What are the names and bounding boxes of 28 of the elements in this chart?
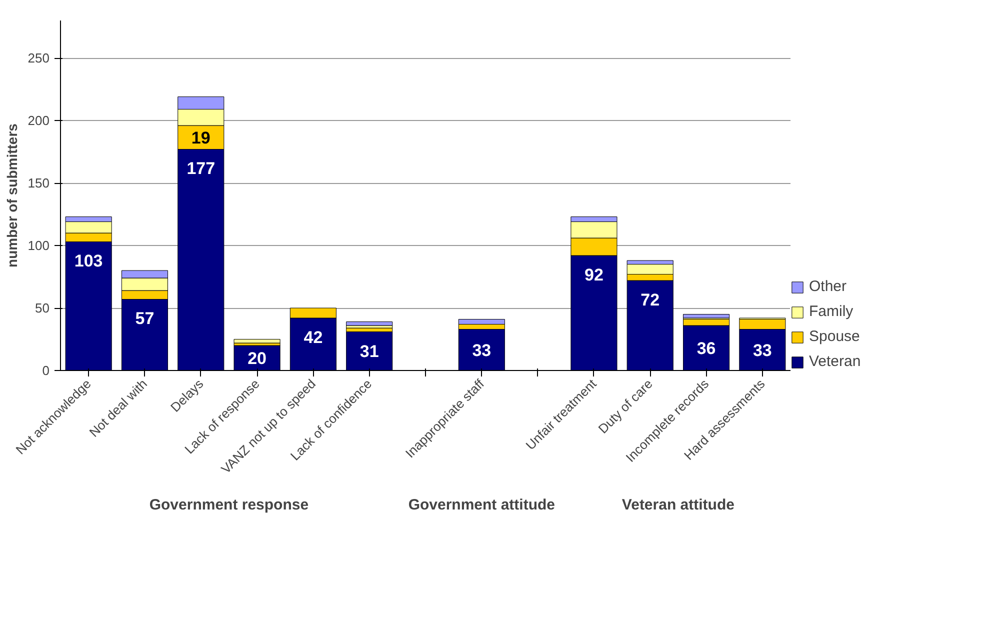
text: Veteran attitude <box>622 496 734 514</box>
y-tick-label: 250 <box>28 50 50 66</box>
y-axis-title: number of submitters <box>4 123 20 268</box>
bar <box>346 322 393 326</box>
data-label: 36 <box>696 339 716 358</box>
legend-label: Other <box>809 278 847 295</box>
data-label: 72 <box>640 290 660 310</box>
text: Government response <box>149 496 309 514</box>
legend-label: Spouse <box>809 328 860 345</box>
y-tick-label: 150 <box>28 176 50 190</box>
data-label: 19 <box>191 128 210 148</box>
data-label: 20 <box>248 349 267 368</box>
data-label: 42 <box>304 328 323 347</box>
y-tick-label: 100 <box>28 238 50 253</box>
data-label: 92 <box>584 265 604 284</box>
data-label: 31 <box>360 342 379 362</box>
data-label: 33 <box>472 340 492 360</box>
bar <box>234 339 280 344</box>
y-tick-label: 0 <box>42 363 50 378</box>
data-label: 57 <box>135 309 154 328</box>
legend-label: Family <box>809 303 854 320</box>
data-label: 103 <box>74 252 103 270</box>
legend-label: Veteran <box>809 353 861 370</box>
y-tick-label: 50 <box>35 300 50 316</box>
text: Government attitude <box>408 496 555 514</box>
data-label: 177 <box>186 159 216 178</box>
y-tick-label: 200 <box>28 113 50 128</box>
data-label: 33 <box>752 340 772 360</box>
